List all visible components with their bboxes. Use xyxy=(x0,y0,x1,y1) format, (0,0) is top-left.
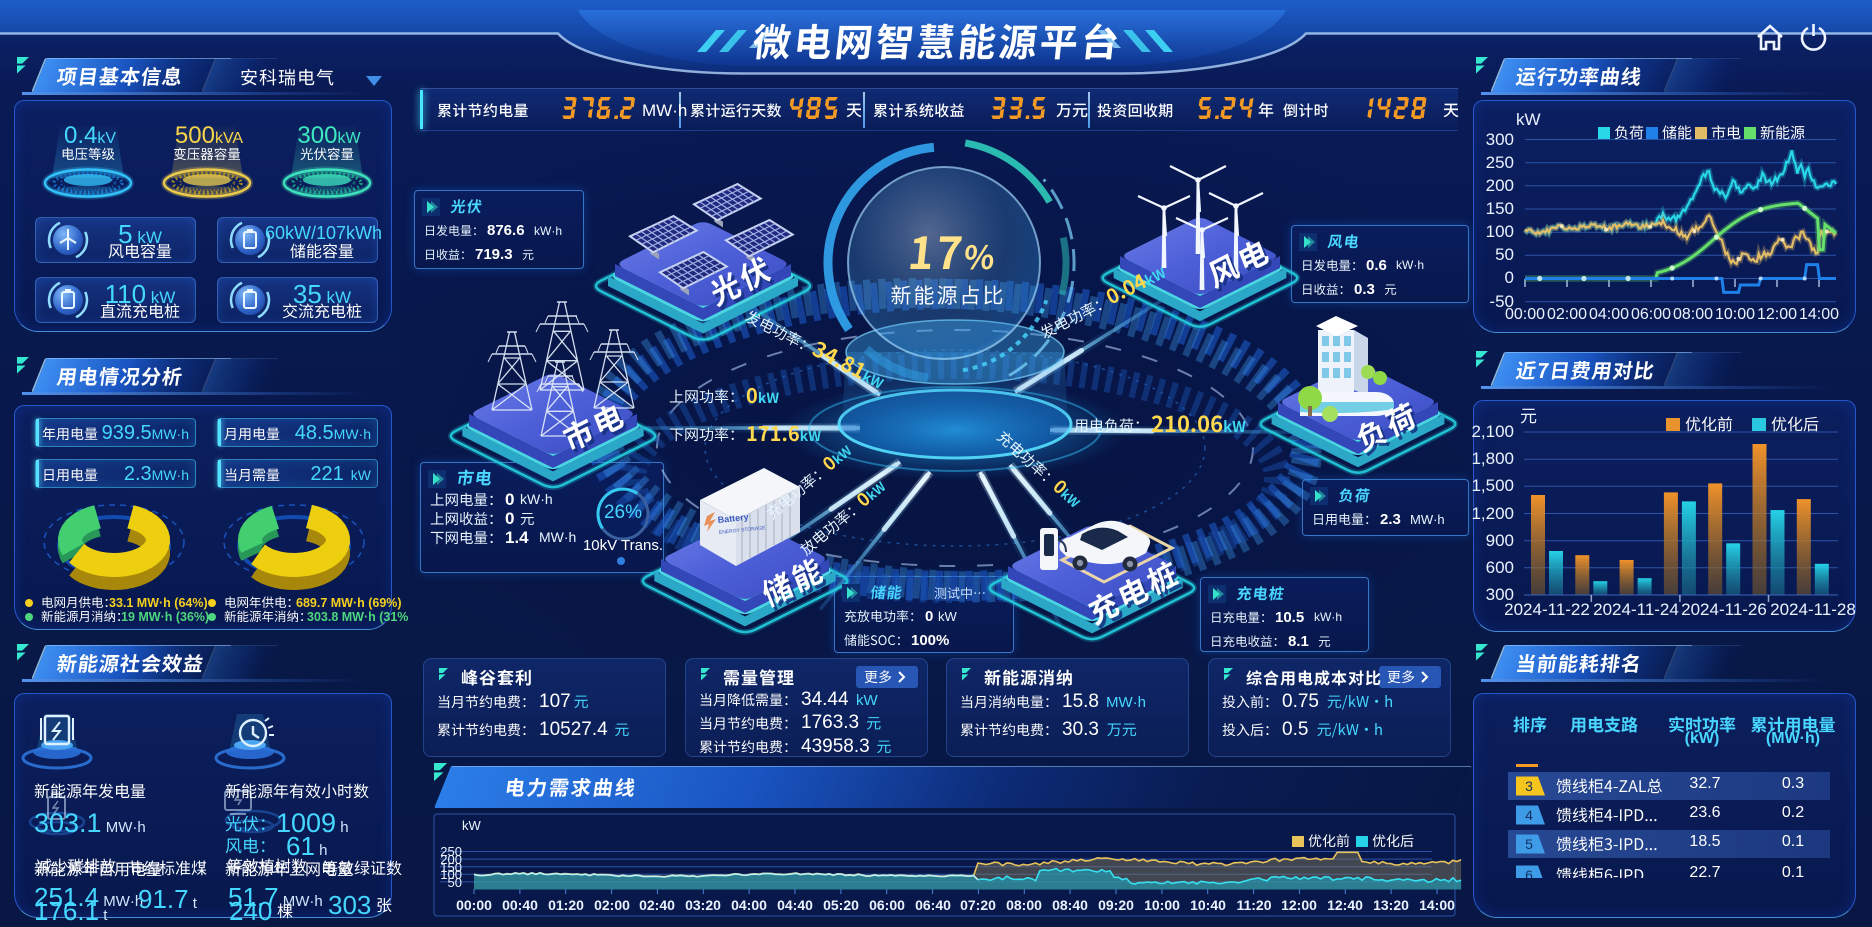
svg-text:3: 3 xyxy=(1525,778,1533,794)
svg-text:5: 5 xyxy=(1525,836,1533,852)
svg-text:4: 4 xyxy=(1525,807,1533,823)
svg-text:6: 6 xyxy=(1525,867,1533,878)
